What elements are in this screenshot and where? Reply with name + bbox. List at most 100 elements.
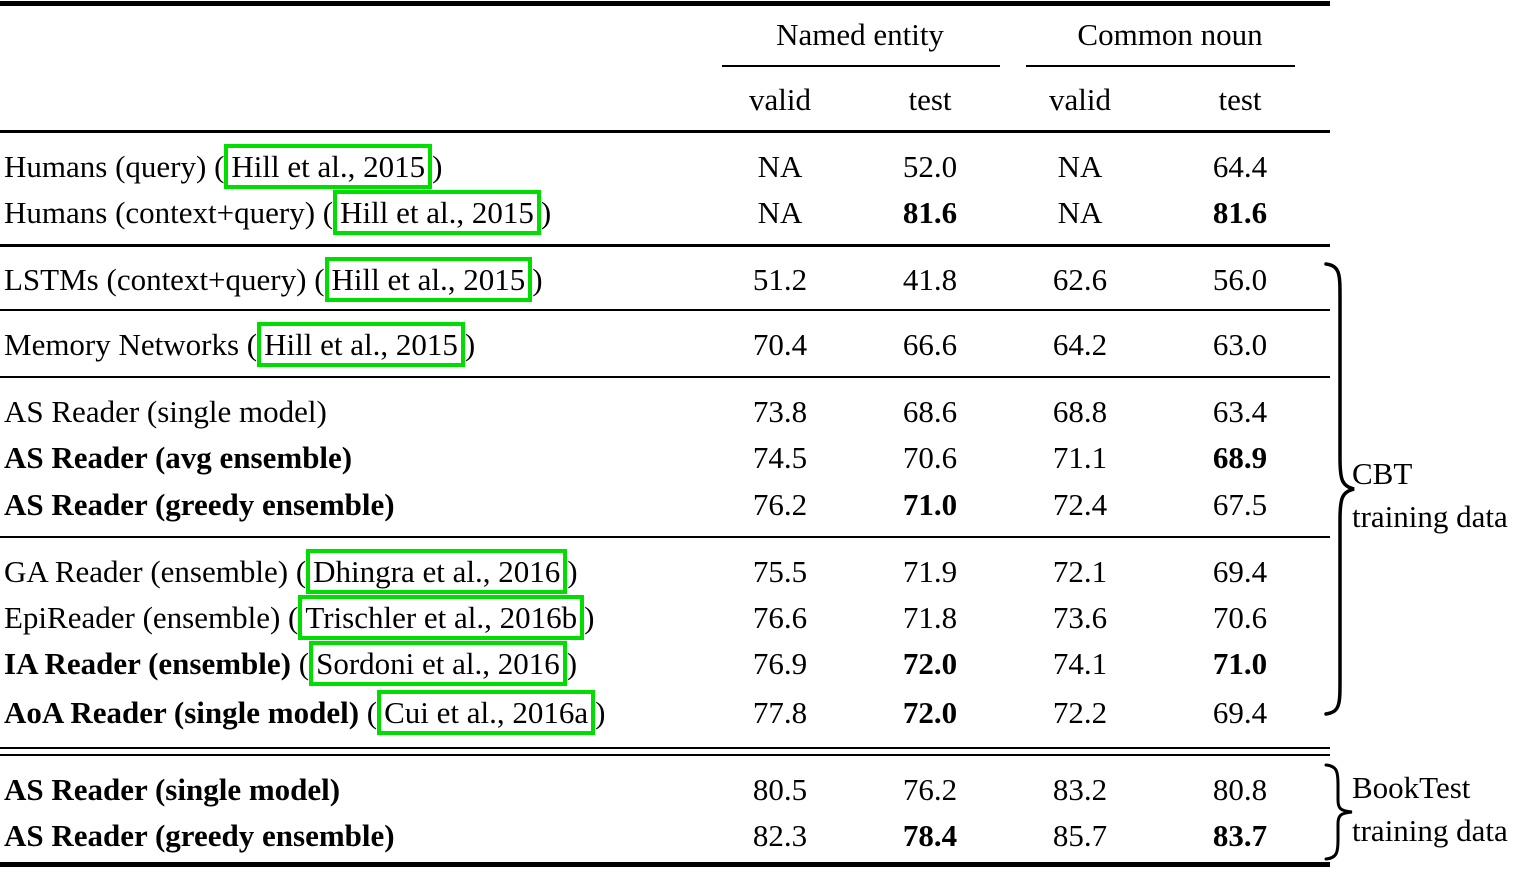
table-rule-top <box>0 1 1330 6</box>
score-cell: NA <box>757 195 803 230</box>
model-name-cell: Humans (query) (Hill et al., 2015) <box>0 144 710 190</box>
subheader-valid-cn: valid <box>1049 82 1111 117</box>
column-group-header-row: Named entity Common noun <box>0 12 1330 58</box>
score-cell: 77.8 <box>752 695 808 730</box>
score-cell: 76.2 <box>902 772 958 807</box>
table-row: AS Reader (greedy ensemble) 82.3 78.4 85.7 8… <box>0 813 1330 859</box>
score-cell: 76.6 <box>752 600 808 635</box>
score-cell: 68.8 <box>1052 394 1108 429</box>
citation-link[interactable]: Dhingra et al., 2016 <box>306 549 568 594</box>
cbt-training-data-label: CBT training data <box>1352 452 1508 538</box>
model-name-cell: Humans (context+query) (Hill et al., 201… <box>0 190 710 236</box>
citation-link[interactable]: Sordoni et al., 2016 <box>309 641 567 686</box>
score-cell: 72.4 <box>1052 487 1108 522</box>
score-cell: 67.5 <box>1212 487 1268 522</box>
score-cell: 71.1 <box>1052 440 1108 475</box>
score-cell: 76.2 <box>752 487 808 522</box>
model-name: AoA Reader (single model) <box>4 695 360 730</box>
score-cell: 71.0 <box>902 487 958 522</box>
score-cell: 85.7 <box>1052 818 1108 853</box>
model-name: GA Reader (ensemble) <box>4 554 289 589</box>
model-name-cell: GA Reader (ensemble) (Dhingra et al., 20… <box>0 549 710 595</box>
model-name: Humans (query) <box>4 149 207 184</box>
subheader-valid-ne: valid <box>749 82 811 117</box>
table-row: AoA Reader (single model) (Cui et al., 2… <box>0 690 1330 736</box>
model-name-cell: Memory Networks (Hill et al., 2015) <box>0 322 710 368</box>
score-cell: 74.5 <box>752 440 808 475</box>
score-cell: 64.2 <box>1052 327 1108 362</box>
table-row: AS Reader (single model) 80.5 76.2 83.2 80.8 <box>0 767 1330 813</box>
model-name-cell: AS Reader (greedy ensemble) <box>0 482 710 528</box>
cbt-label-line1: CBT <box>1352 456 1413 491</box>
model-name-cell: AS Reader (greedy ensemble) <box>0 813 710 859</box>
common-noun-underline <box>1026 65 1295 67</box>
score-cell: 56.0 <box>1212 262 1268 297</box>
score-cell: 73.6 <box>1052 600 1108 635</box>
score-cell: 71.9 <box>902 554 958 589</box>
table-rule-header <box>0 130 1330 133</box>
citation-link[interactable]: Hill et al., 2015 <box>257 322 465 367</box>
score-cell: 76.9 <box>752 646 808 681</box>
table-row: Humans (context+query) (Hill et al., 201… <box>0 190 1330 236</box>
score-cell: 63.0 <box>1212 327 1268 362</box>
score-cell: 74.1 <box>1052 646 1108 681</box>
cbt-brace-icon <box>1324 262 1355 716</box>
model-name: AS Reader (single model) <box>4 772 341 807</box>
score-cell: 68.6 <box>902 394 958 429</box>
score-cell: NA <box>1057 149 1103 184</box>
score-cell: 63.4 <box>1212 394 1268 429</box>
table-rule <box>0 244 1330 247</box>
model-name-cell: AoA Reader (single model) (Cui et al., 2… <box>0 690 710 736</box>
table-row: LSTMs (context+query) (Hill et al., 2015… <box>0 257 1330 303</box>
table-rule <box>0 536 1330 538</box>
score-cell: 81.6 <box>902 195 958 230</box>
citation-link[interactable]: Hill et al., 2015 <box>333 190 541 235</box>
model-name: IA Reader (ensemble) <box>4 646 291 681</box>
score-cell: 72.0 <box>902 695 958 730</box>
model-name-cell: AS Reader (single model) <box>0 389 710 435</box>
score-cell: 75.5 <box>752 554 808 589</box>
score-cell: 83.7 <box>1212 818 1268 853</box>
sub-header-row: valid test valid test <box>0 77 1330 123</box>
score-cell: 82.3 <box>752 818 808 853</box>
score-cell: 70.6 <box>902 440 958 475</box>
model-name: AS Reader (greedy ensemble) <box>4 818 395 853</box>
booktest-training-data-label: BookTest training data <box>1352 766 1508 852</box>
citation-link[interactable]: Cui et al., 2016a <box>377 690 596 735</box>
score-cell: 80.8 <box>1212 772 1268 807</box>
table-row: EpiReader (ensemble) (Trischler et al., … <box>0 595 1330 641</box>
cbt-label-line2: training data <box>1352 499 1508 534</box>
booktest-brace-icon <box>1324 763 1353 861</box>
score-cell: 51.2 <box>752 262 808 297</box>
table-row: IA Reader (ensemble) (Sordoni et al., 20… <box>0 641 1330 687</box>
score-cell: 71.0 <box>1212 646 1268 681</box>
model-name: Memory Networks <box>4 327 240 362</box>
citation-link[interactable]: Trischler et al., 2016b <box>298 595 585 640</box>
score-cell: 69.4 <box>1212 695 1268 730</box>
table-row: Humans (query) (Hill et al., 2015) NA 52.0… <box>0 144 1330 190</box>
score-cell: 41.8 <box>902 262 958 297</box>
booktest-label-line2: training data <box>1352 813 1508 848</box>
subheader-test-ne: test <box>908 82 952 117</box>
table-rule <box>0 376 1330 378</box>
table-rule-bottom <box>0 862 1330 867</box>
score-cell: NA <box>757 149 803 184</box>
citation-link[interactable]: Hill et al., 2015 <box>224 144 433 189</box>
score-cell: 71.8 <box>902 600 958 635</box>
score-cell: 72.1 <box>1052 554 1108 589</box>
model-name-cell: IA Reader (ensemble) (Sordoni et al., 20… <box>0 641 710 687</box>
model-name: AS Reader (greedy ensemble) <box>4 487 395 522</box>
subheader-test-cn: test <box>1218 82 1262 117</box>
citation-link[interactable]: Hill et al., 2015 <box>324 257 533 302</box>
score-cell: 81.6 <box>1212 195 1268 230</box>
table-row: AS Reader (single model) 73.8 68.6 68.8 63.4 <box>0 389 1330 435</box>
score-cell: 64.4 <box>1212 149 1268 184</box>
table-row: GA Reader (ensemble) (Dhingra et al., 20… <box>0 549 1330 595</box>
score-cell: 72.0 <box>902 646 958 681</box>
score-cell: 73.8 <box>752 394 808 429</box>
booktest-label-line1: BookTest <box>1352 770 1471 805</box>
model-name-cell: AS Reader (single model) <box>0 767 710 813</box>
score-cell: 70.4 <box>752 327 808 362</box>
score-cell: 83.2 <box>1052 772 1108 807</box>
